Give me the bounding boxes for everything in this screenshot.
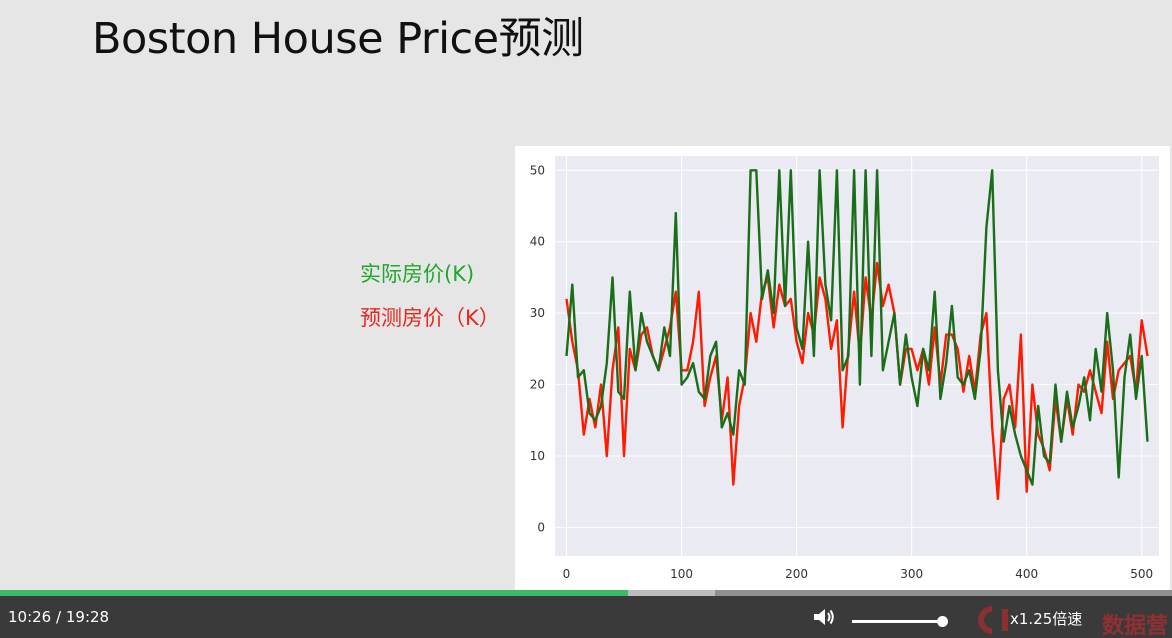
plot-background	[555, 156, 1159, 556]
y-tick-label: 20	[530, 378, 545, 392]
x-tick-label: 200	[785, 567, 808, 581]
price-chart: 0 10 20 30 40 50 0 100 200 300 400 500	[515, 146, 1170, 592]
slide: Boston House Price预测 实际房价(K) 预测房价（K） 0 10…	[92, 14, 1170, 592]
playback-speed-button[interactable]: x1.25倍速	[1010, 610, 1083, 628]
x-tick-label: 300	[900, 567, 923, 581]
series-line-actual	[565, 169, 1149, 486]
volume-slider[interactable]	[852, 615, 948, 629]
y-tick-label: 0	[537, 520, 545, 534]
watermark-logo: 数据营	[978, 602, 1172, 638]
time-display: 10:26 / 19:28	[8, 608, 109, 626]
x-tick-label: 400	[1015, 567, 1038, 581]
y-tick-label: 30	[530, 306, 545, 320]
time-separator: /	[56, 608, 62, 626]
duration: 19:28	[65, 608, 110, 626]
x-tick-label: 100	[670, 567, 693, 581]
x-tick-label: 0	[563, 567, 571, 581]
slide-title: Boston House Price预测	[92, 14, 584, 64]
y-tick-label: 40	[530, 235, 545, 249]
volume-icon[interactable]	[812, 606, 836, 628]
legend-actual-price: 实际房价(K)	[360, 262, 475, 286]
x-tick-label: 500	[1130, 567, 1153, 581]
video-played-bar	[0, 590, 629, 596]
logo-text: 数据营	[1102, 614, 1169, 638]
y-tick-label: 10	[530, 449, 545, 463]
y-tick-label: 50	[530, 163, 545, 177]
volume-knob[interactable]	[937, 616, 948, 627]
current-time: 10:26	[8, 608, 52, 626]
video-progress-bar[interactable]	[0, 590, 1172, 596]
player-controls: 10:26 / 19:28 x1.25倍速 数据营	[0, 596, 1172, 638]
logo-mark-icon	[978, 606, 1008, 634]
legend-predicted-price: 预测房价（K）	[360, 306, 500, 330]
volume-level	[852, 620, 942, 623]
